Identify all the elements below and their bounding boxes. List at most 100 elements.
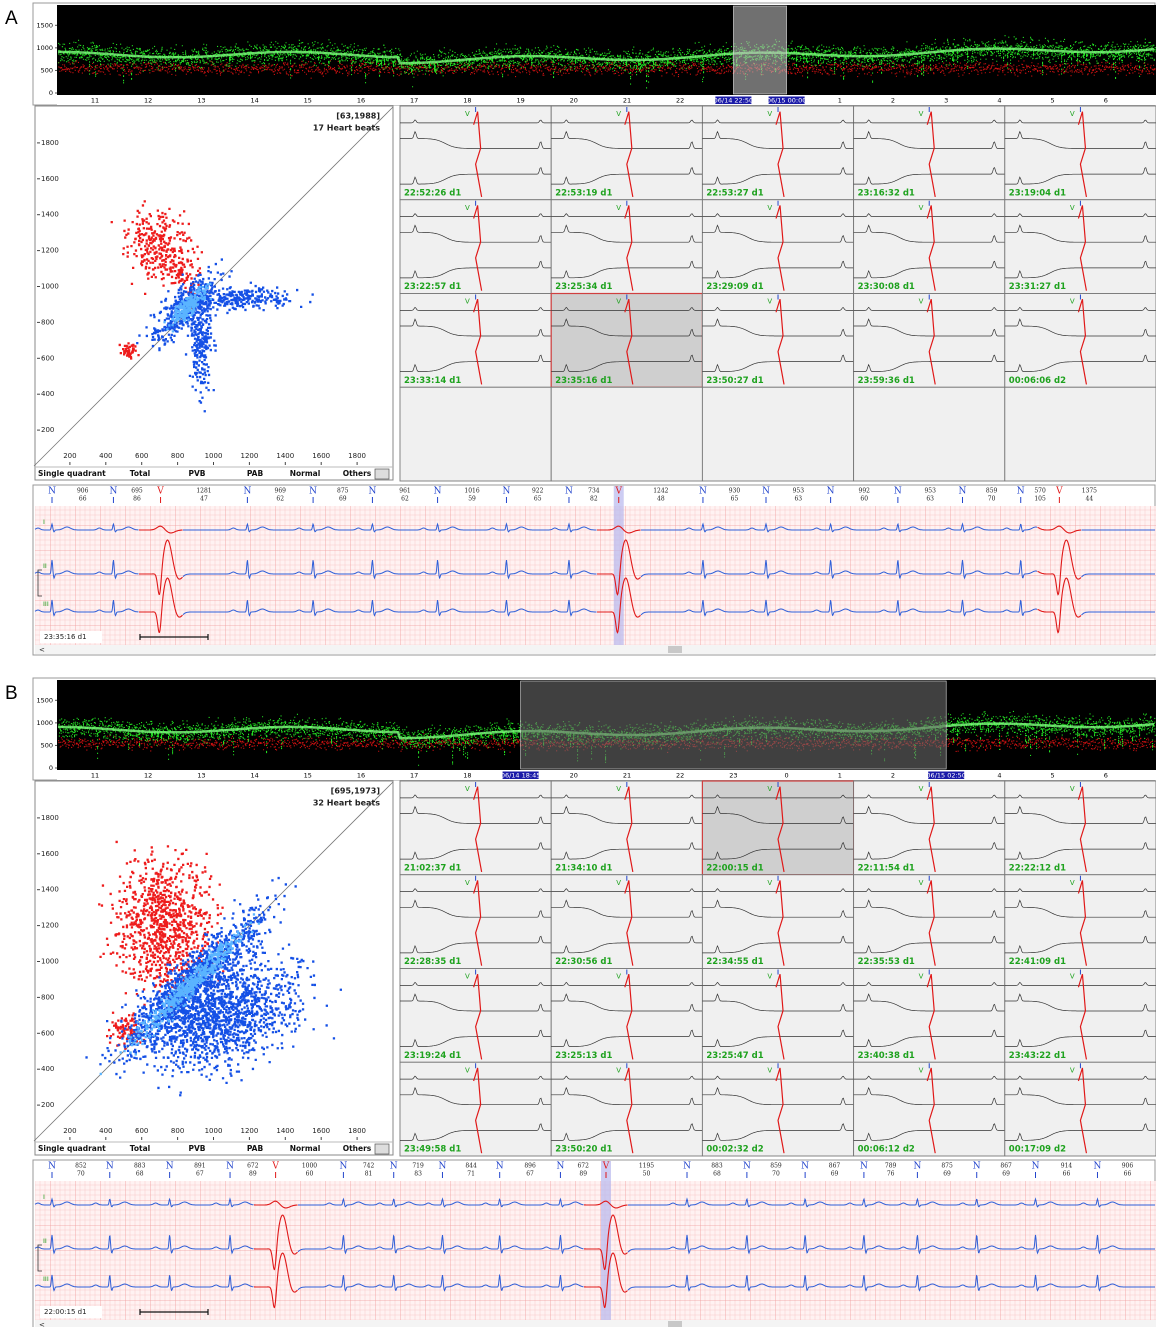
scatter-settings-button[interactable]: [375, 1144, 389, 1154]
strip-time: 22:00:15 d1: [44, 1308, 87, 1316]
scatter-tab[interactable]: Total: [130, 1144, 151, 1153]
beat-type[interactable]: N: [503, 487, 511, 497]
scatter-tab[interactable]: Single quadrant: [38, 469, 106, 478]
scatter-tab[interactable]: Normal: [290, 469, 321, 478]
scatter-x-label: 200: [63, 1127, 76, 1135]
beat-type[interactable]: N: [973, 1162, 981, 1172]
scatter-tab[interactable]: PVB: [188, 469, 205, 478]
trend-y-label: 500: [41, 66, 53, 74]
scatter-tab[interactable]: PVB: [188, 1144, 205, 1153]
template-tile[interactable]: [551, 387, 702, 481]
template-tile[interactable]: [854, 387, 1005, 481]
heart-rate: 76: [887, 1171, 895, 1178]
scatter-y-label: 1600: [41, 850, 59, 858]
beat-type[interactable]: N: [226, 1162, 234, 1172]
heart-rate: 69: [339, 496, 347, 503]
scatter-x-label: 800: [171, 1127, 184, 1135]
scatter-beat-count: 32 Heart beats: [313, 799, 380, 808]
scatter-y-label: 200: [41, 426, 54, 434]
beat-type[interactable]: V: [602, 1162, 610, 1172]
beat-type[interactable]: N: [565, 487, 573, 497]
panel-label: A: [5, 8, 18, 29]
rr-interval: 961: [399, 488, 410, 495]
beat-type[interactable]: N: [1094, 1162, 1102, 1172]
template-beat-type: V: [1070, 110, 1075, 118]
rr-interval: 789: [885, 1163, 897, 1170]
beat-type[interactable]: V: [614, 487, 622, 497]
scatter-y-label: 1200: [41, 247, 59, 255]
template-time: 23:31:27 d1: [1009, 282, 1066, 292]
scatter-tab[interactable]: Total: [130, 469, 151, 478]
rr-interval: 969: [275, 488, 287, 495]
template-beat-type: V: [919, 204, 924, 212]
hour-label: 15: [304, 97, 312, 105]
beat-type[interactable]: N: [309, 487, 317, 497]
template-beat-type: V: [616, 879, 621, 887]
lead-label: II: [43, 562, 47, 570]
beat-type[interactable]: N: [496, 1162, 504, 1172]
beat-type[interactable]: N: [913, 1162, 921, 1172]
beat-type[interactable]: V: [271, 1162, 279, 1172]
scatter-tab[interactable]: PAB: [247, 1144, 264, 1153]
scatter-tab[interactable]: PAB: [247, 469, 264, 478]
beat-type[interactable]: N: [434, 487, 442, 497]
scatter-tab[interactable]: Normal: [290, 1144, 321, 1153]
template-tile[interactable]: [702, 387, 853, 481]
scatter-y-label: 400: [41, 1065, 54, 1073]
beat-type[interactable]: N: [860, 1162, 868, 1172]
beat-type[interactable]: N: [683, 1162, 691, 1172]
scatter-x-label: 1200: [240, 452, 258, 460]
beat-type[interactable]: N: [106, 1162, 114, 1172]
beat-type[interactable]: N: [959, 487, 967, 497]
trend-view[interactable]: [57, 5, 1156, 95]
scatter-tab[interactable]: Single quadrant: [38, 1144, 106, 1153]
beat-type[interactable]: N: [368, 487, 376, 497]
hour-label: 17: [410, 772, 418, 780]
beat-type[interactable]: N: [801, 1162, 809, 1172]
rr-interval: 719: [412, 1163, 424, 1170]
rr-interval: 570: [1034, 488, 1046, 495]
beat-type[interactable]: N: [339, 1162, 347, 1172]
beat-type[interactable]: N: [699, 487, 707, 497]
beat-type[interactable]: N: [109, 487, 117, 497]
beat-type[interactable]: N: [556, 1162, 564, 1172]
template-tile[interactable]: [1005, 387, 1156, 481]
hour-label: 13: [197, 97, 205, 105]
template-beat-type: V: [465, 110, 470, 118]
beat-type[interactable]: V: [156, 487, 164, 497]
beat-type[interactable]: N: [48, 487, 56, 497]
scroll-left[interactable]: <: [39, 1321, 45, 1327]
beat-type[interactable]: N: [894, 487, 902, 497]
beat-type[interactable]: N: [48, 1162, 56, 1172]
hour-label: 22: [676, 97, 684, 105]
beat-type[interactable]: N: [1017, 487, 1025, 497]
hour-marker-label: 06/14 22:50: [714, 97, 754, 105]
template-beat-type: V: [616, 204, 621, 212]
beat-type[interactable]: N: [762, 487, 770, 497]
template-beat-type: V: [919, 785, 924, 793]
scatter-y-label: 1800: [41, 139, 59, 147]
scatter-y-label: 1800: [41, 814, 59, 822]
scatter-tab[interactable]: Others: [343, 469, 372, 478]
rr-interval: 859: [770, 1163, 782, 1170]
scroll-left[interactable]: <: [39, 646, 45, 654]
beat-type[interactable]: N: [166, 1162, 174, 1172]
scroll-thumb[interactable]: [668, 1321, 682, 1327]
scatter-tab[interactable]: Others: [343, 1144, 372, 1153]
beat-type[interactable]: N: [390, 1162, 398, 1172]
beat-type[interactable]: N: [827, 487, 835, 497]
beat-type[interactable]: V: [1055, 487, 1063, 497]
template-beat-type: V: [767, 298, 772, 306]
scatter-x-label: 1600: [312, 1127, 330, 1135]
scatter-y-label: 1000: [41, 958, 59, 966]
beat-type[interactable]: N: [439, 1162, 447, 1172]
rr-interval: 906: [1122, 1163, 1134, 1170]
scatter-settings-button[interactable]: [375, 469, 389, 479]
scroll-thumb[interactable]: [668, 646, 682, 653]
beat-type[interactable]: N: [243, 487, 251, 497]
trend-view[interactable]: [57, 680, 1156, 770]
beat-type[interactable]: N: [1032, 1162, 1040, 1172]
beat-type[interactable]: N: [743, 1162, 751, 1172]
hour-label: 17: [410, 97, 418, 105]
template-tile[interactable]: [400, 387, 551, 481]
